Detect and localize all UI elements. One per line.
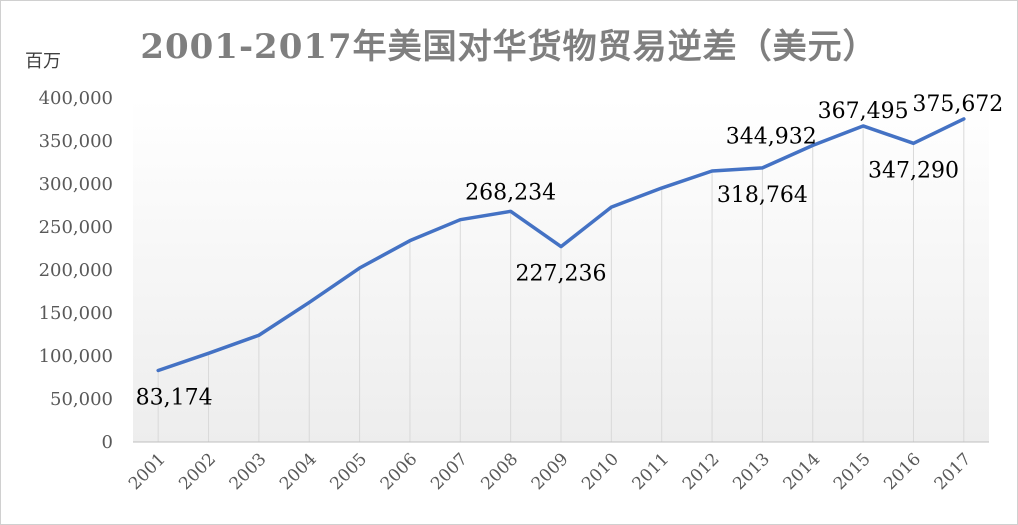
x-tick-label: 2008 [477, 449, 522, 494]
data-label: 344,932 [726, 124, 817, 149]
x-tick-label: 2007 [427, 449, 472, 494]
x-tick-label: 2009 [528, 449, 573, 494]
x-tick-label: 2005 [326, 449, 371, 494]
x-tick-label: 2010 [578, 449, 623, 494]
y-tick-label: 0 [102, 432, 113, 453]
data-label: 347,290 [868, 158, 959, 183]
gridlines [157, 118, 965, 442]
x-tick-label: 2004 [276, 449, 321, 494]
x-tick-label: 2003 [226, 449, 271, 494]
x-tick-label: 2002 [175, 449, 220, 494]
data-label: 227,236 [516, 262, 607, 287]
y-tick-label: 400,000 [39, 88, 113, 109]
x-tick-label: 2001 [125, 449, 170, 494]
x-tick-label: 2016 [880, 449, 925, 494]
y-tick-label: 200,000 [39, 260, 113, 281]
x-tick-label: 2011 [629, 449, 674, 494]
data-label: 367,495 [818, 99, 909, 124]
y-tick-label: 100,000 [39, 346, 113, 367]
data-labels: 83,174 268,234 227,236 318,764 344,932367,49… [136, 92, 1004, 411]
data-label: 375,672 [912, 92, 1003, 117]
y-tick-label: 250,000 [39, 217, 113, 238]
chart-title: 2001-2017年美国对华货物贸易逆差（美元） [140, 27, 878, 67]
x-tick-label: 2017 [931, 449, 976, 494]
series-layer [156, 117, 966, 373]
data-label: 318,764 [717, 183, 808, 208]
y-tick-label: 150,000 [39, 303, 113, 324]
series-line [156, 117, 966, 373]
x-tick-label: 2014 [780, 449, 825, 494]
data-label: 268,234 [465, 180, 556, 205]
y-tick-label: 300,000 [39, 174, 113, 195]
data-label: 83,174 [136, 385, 213, 410]
x-tick-label: 2006 [377, 449, 422, 494]
y-tick-label: 50,000 [50, 389, 113, 410]
x-tick-label: 2015 [830, 449, 875, 494]
y-unit-label: 百万 [25, 51, 61, 72]
x-tick-label: 2012 [679, 449, 724, 494]
x-tick-label: 2013 [729, 449, 774, 494]
y-tick-label: 350,000 [39, 131, 113, 152]
